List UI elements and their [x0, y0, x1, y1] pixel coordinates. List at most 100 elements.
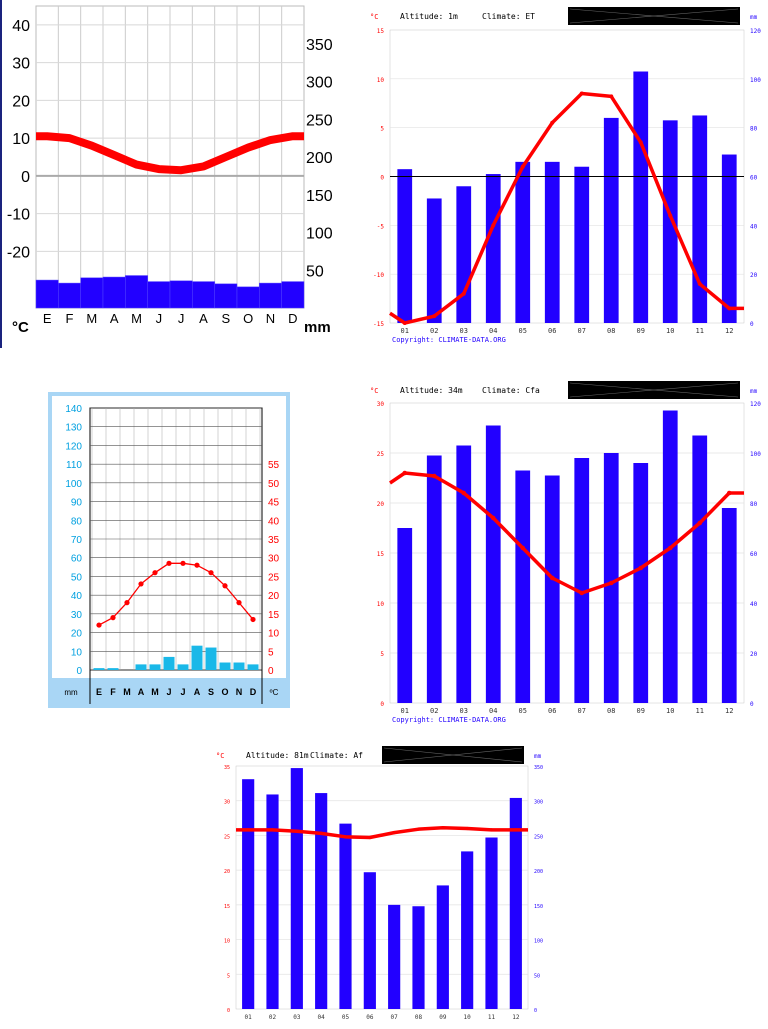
- temp-point: [166, 560, 172, 566]
- altitude-label: Altitude: 81m: [246, 751, 309, 760]
- precip-tick-label: 100: [750, 77, 761, 84]
- precip-tick-label: 40: [71, 591, 83, 602]
- precip-tick-label: 200: [306, 150, 333, 167]
- precip-unit-label: mm: [750, 14, 758, 21]
- month-label: 09: [637, 707, 645, 715]
- precip-bar: [169, 280, 193, 309]
- month-label: S: [208, 687, 214, 697]
- temp-tick-label: -15: [373, 321, 384, 328]
- precip-bar: [515, 470, 531, 703]
- precip-tick-label: 200: [534, 869, 543, 875]
- temp-point: [416, 827, 421, 831]
- month-label: 09: [439, 1014, 447, 1021]
- temp-point: [138, 581, 144, 587]
- temp-unit-label: °C: [370, 13, 378, 21]
- right-unit-label: ºC: [270, 688, 279, 697]
- precip-bar: [412, 906, 425, 1009]
- precip-bar: [80, 277, 104, 309]
- precip-tick-label: 120: [750, 401, 761, 408]
- precip-bar: [35, 279, 59, 309]
- month-label: 11: [696, 327, 704, 335]
- precip-tick-label: 60: [71, 554, 83, 565]
- month-label: 12: [725, 327, 733, 335]
- precip-bar: [721, 508, 737, 703]
- precip-tick-label: 350: [534, 765, 543, 771]
- temp-point: [402, 321, 407, 325]
- temp-tick-label: 30: [12, 56, 30, 73]
- precip-bar: [633, 463, 649, 703]
- temp-tick-label: 10: [12, 131, 30, 148]
- temp-tick-label: 25: [268, 572, 280, 583]
- precip-bar: [436, 885, 449, 1009]
- precip-tick-label: 80: [71, 516, 83, 527]
- temp-point: [579, 91, 584, 96]
- month-band: [52, 678, 286, 704]
- temp-point: [461, 490, 467, 496]
- month-label: 05: [519, 707, 527, 715]
- temp-point: [368, 835, 372, 840]
- temp-tick-label: 15: [377, 28, 385, 35]
- precip-bar: [102, 276, 126, 309]
- precip-bar: [247, 664, 259, 670]
- month-label: A: [110, 311, 119, 326]
- precip-bar: [192, 281, 215, 309]
- month-label: A: [194, 687, 201, 697]
- month-label: M: [131, 311, 142, 326]
- temp-point: [550, 120, 555, 125]
- month-label: 10: [464, 1014, 472, 1021]
- temp-point: [319, 831, 323, 835]
- precip-bar: [456, 445, 472, 703]
- precip-bar: [315, 793, 328, 1009]
- left-edge-bar: [0, 0, 2, 348]
- precip-bar: [242, 779, 255, 1009]
- precip-tick-label: 0: [76, 666, 82, 677]
- month-label: D: [250, 687, 257, 697]
- temp-tick-label: 30: [377, 401, 385, 408]
- month-label: 07: [578, 327, 586, 335]
- temp-tick-label: 20: [12, 93, 30, 110]
- month-label: 04: [318, 1014, 326, 1021]
- precip-tick-label: 20: [71, 629, 83, 640]
- precip-tick-label: 10: [71, 647, 83, 658]
- precip-tick-label: 50: [71, 572, 83, 583]
- temp-unit-label: °C: [370, 387, 378, 395]
- copyright-label: Copyright: CLIMATE-DATA.ORG: [392, 336, 506, 344]
- precip-tick-label: 250: [534, 834, 543, 840]
- temp-point: [697, 281, 702, 286]
- temp-point: [465, 826, 469, 831]
- precip-tick-label: 50: [306, 263, 324, 280]
- precip-bar: [135, 664, 147, 670]
- month-label: A: [199, 311, 208, 326]
- month-label: 02: [430, 327, 438, 335]
- precip-tick-label: 50: [534, 973, 540, 979]
- precip-bar: [290, 768, 303, 1009]
- month-label: D: [288, 311, 297, 326]
- chart-3-svg: 1401301201101009080706050403020100555045…: [52, 404, 286, 704]
- temp-tick-label: 30: [224, 800, 230, 806]
- month-label: M: [123, 687, 131, 697]
- temp-point: [514, 828, 518, 832]
- month-label: 07: [578, 707, 586, 715]
- temp-point: [270, 828, 275, 832]
- temp-tick-label: 20: [268, 591, 280, 602]
- temp-point: [579, 590, 585, 596]
- chart-1: 40 30 20 10 0 -10 -20 350 300 250 200 150 100 50 E F M A M…: [0, 0, 340, 348]
- precip-bar: [236, 286, 260, 309]
- temp-unit-label: °C: [12, 319, 29, 336]
- month-label: 07: [391, 1014, 399, 1021]
- temp-point: [402, 470, 408, 476]
- precip-tick-label: 130: [65, 423, 82, 434]
- header-box-cross: [383, 747, 523, 763]
- precip-tick-label: 300: [306, 75, 333, 92]
- precip-bar: [461, 851, 474, 1009]
- precip-bar: [259, 282, 282, 309]
- precip-tick-label: 40: [750, 601, 758, 608]
- precip-tick-label: 120: [750, 28, 761, 35]
- temp-tick-label: -20: [7, 244, 30, 261]
- month-label: 03: [293, 1014, 301, 1021]
- chart-5: °C Altitude: 81m Climate: Af mm 35 30 25 20 15 10…: [200, 744, 560, 1024]
- precip-bar: [397, 528, 413, 703]
- precip-bar: [233, 662, 245, 670]
- precip-bar: [721, 154, 737, 323]
